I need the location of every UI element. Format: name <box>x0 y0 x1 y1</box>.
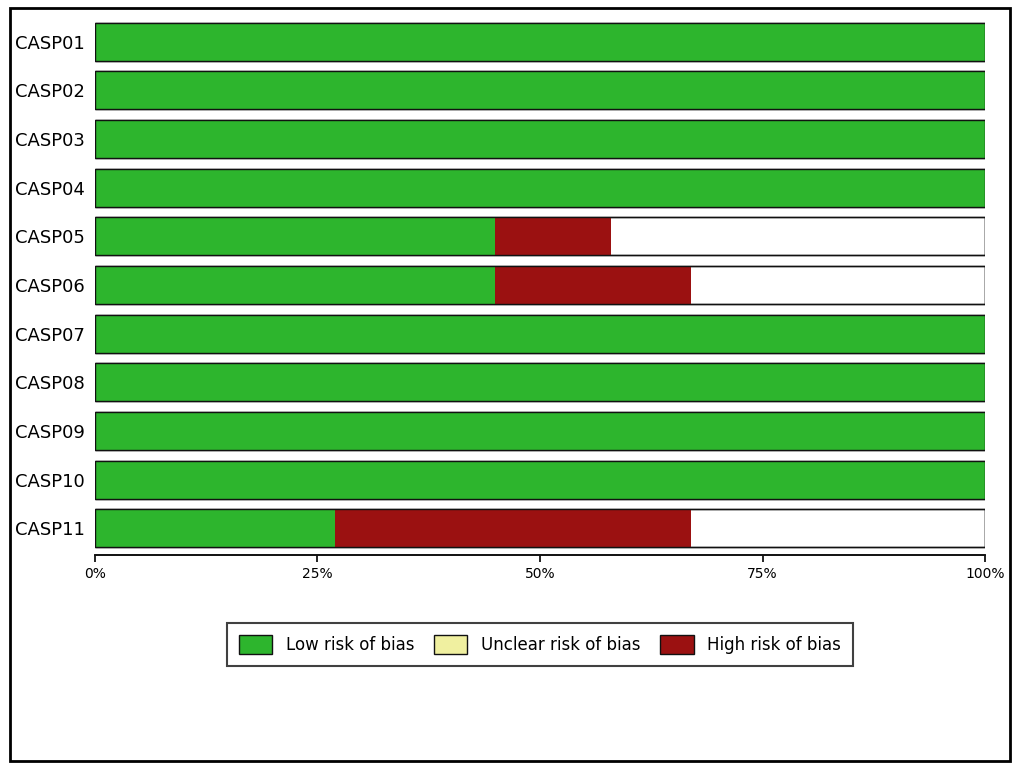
Bar <box>95 509 335 548</box>
Bar <box>95 168 984 207</box>
Bar <box>95 412 984 450</box>
Bar <box>95 461 984 499</box>
Bar <box>95 72 984 109</box>
Bar <box>95 509 984 548</box>
Bar <box>95 120 984 158</box>
Bar <box>95 72 984 109</box>
Bar <box>95 364 984 401</box>
Bar <box>95 168 984 207</box>
Bar <box>495 218 610 255</box>
Bar <box>95 412 984 450</box>
Bar <box>95 23 984 61</box>
Bar <box>95 266 984 304</box>
Bar <box>95 509 984 548</box>
Bar <box>335 509 691 548</box>
Bar <box>95 168 984 207</box>
Bar <box>95 412 984 450</box>
Bar <box>95 120 984 158</box>
Bar <box>95 266 984 304</box>
Bar <box>95 23 984 61</box>
Bar <box>95 266 495 304</box>
Bar <box>95 315 984 353</box>
Bar <box>95 315 984 353</box>
Bar <box>95 120 984 158</box>
Bar <box>95 218 984 255</box>
Bar <box>95 218 495 255</box>
Bar <box>95 218 984 255</box>
Bar <box>495 266 691 304</box>
Bar <box>95 461 984 499</box>
Bar <box>95 23 984 61</box>
Legend: Low risk of bias, Unclear risk of bias, High risk of bias: Low risk of bias, Unclear risk of bias, … <box>227 623 852 666</box>
Bar <box>95 72 984 109</box>
Bar <box>95 364 984 401</box>
Bar <box>95 315 984 353</box>
Bar <box>95 364 984 401</box>
Bar <box>95 461 984 499</box>
